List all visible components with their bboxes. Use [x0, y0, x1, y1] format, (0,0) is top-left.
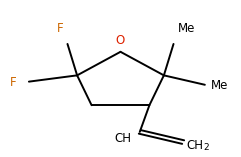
Text: CH: CH — [114, 133, 131, 145]
Text: F: F — [57, 22, 64, 35]
Text: 2: 2 — [204, 143, 209, 152]
Text: O: O — [116, 34, 125, 47]
Text: F: F — [10, 76, 17, 89]
Text: Me: Me — [178, 22, 196, 35]
Text: Me: Me — [211, 79, 228, 92]
Text: CH: CH — [187, 139, 204, 152]
